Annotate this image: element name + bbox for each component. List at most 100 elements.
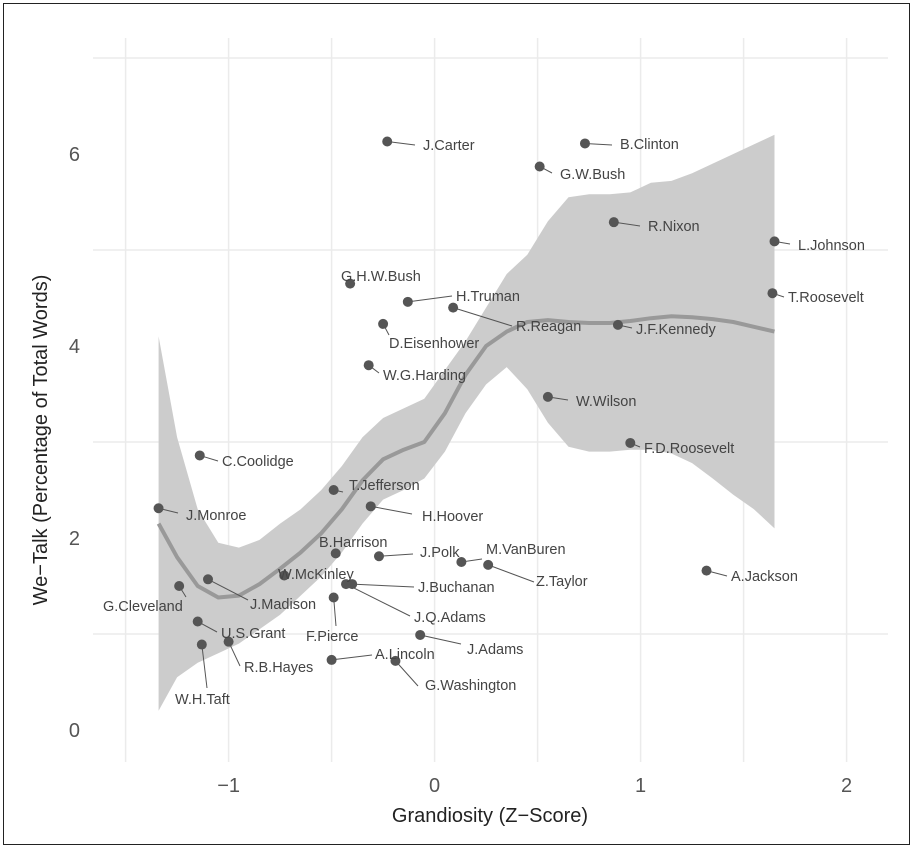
- point-a-lincoln: [326, 654, 337, 665]
- point-j-adams: [415, 629, 426, 640]
- data-points: [153, 136, 780, 666]
- y-tick-label: 0: [69, 720, 80, 742]
- point-r-nixon: [608, 217, 619, 228]
- label-c-coolidge: C.Coolidge: [222, 454, 294, 470]
- label-a-jackson: A.Jackson: [731, 569, 798, 585]
- label-g-h-w-bush: G.H.W.Bush: [341, 269, 421, 285]
- smooth-curve: [156, 314, 775, 600]
- point-j-monroe: [153, 503, 164, 514]
- leader-g-washington: [395, 660, 419, 687]
- point-h-hoover: [365, 501, 376, 512]
- label-z-taylor: Z.Taylor: [536, 574, 588, 590]
- label-u-s-grant: U.S.Grant: [221, 626, 285, 642]
- point-t-jefferson: [328, 485, 339, 495]
- point-h-truman: [402, 296, 413, 307]
- x-tick-label: 2: [841, 775, 852, 797]
- point-t-roosevelt: [767, 288, 778, 299]
- label-a-lincoln: A.Lincoln: [375, 647, 435, 663]
- y-tick-label: 2: [69, 528, 80, 550]
- point-g-h-w-bush: [345, 278, 356, 289]
- point-b-clinton: [579, 138, 590, 149]
- label-g-washington: G.Washington: [425, 678, 516, 694]
- point-w-g-harding: [363, 360, 374, 371]
- leader-h-hoover: [370, 505, 413, 515]
- point-j-f-kennedy: [612, 319, 623, 330]
- leader-w-h-taft: [201, 644, 208, 689]
- leader-r-reagan: [452, 307, 513, 327]
- point-labels: J.Carter B.Clinton G.W.Bush R.Nixon L.Johnso…: [103, 137, 865, 708]
- label-leaders: [158, 141, 791, 689]
- x-tick-label: −1: [217, 775, 240, 797]
- label-j-polk: J.Polk: [420, 545, 460, 561]
- label-r-reagan: R.Reagan: [516, 319, 581, 335]
- label-l-johnson: L.Johnson: [798, 238, 865, 254]
- label-j-carter: J.Carter: [423, 138, 475, 154]
- point-g-w-bush: [534, 161, 545, 172]
- leader-h-truman: [407, 295, 453, 303]
- label-j-f-kennedy: J.F.Kennedy: [636, 322, 717, 338]
- confidence-band: [158, 134, 775, 711]
- point-w-mckinley: [279, 570, 290, 581]
- axis-ticks: −1 0 1 2 0 2 4 6: [69, 144, 852, 797]
- label-j-q-adams: J.Q.Adams: [414, 610, 486, 626]
- label-g-cleveland: G.Cleveland: [103, 599, 183, 615]
- label-w-wilson: W.Wilson: [576, 394, 636, 410]
- label-d-eisenhower: D.Eisenhower: [389, 336, 479, 352]
- leader-j-madison: [207, 578, 249, 601]
- point-m-vanburen: [456, 557, 467, 567]
- leader-j-buchanan: [352, 583, 415, 588]
- label-f-pierce: F.Pierce: [306, 629, 358, 645]
- point-r-b-hayes: [223, 636, 234, 647]
- point-f-pierce: [328, 592, 339, 603]
- label-w-h-taft: W.H.Taft: [175, 692, 230, 708]
- label-t-jefferson: T.Jefferson: [349, 478, 420, 494]
- label-j-adams: J.Adams: [467, 642, 523, 658]
- label-j-buchanan: J.Buchanan: [418, 580, 495, 596]
- label-r-b-hayes: R.B.Hayes: [244, 660, 313, 676]
- point-f-d-roosevelt: [625, 437, 636, 448]
- point-d-eisenhower: [378, 318, 389, 329]
- label-f-d-roosevelt: F.D.Roosevelt: [644, 441, 734, 457]
- label-w-mckinley: W.McKinley: [278, 567, 354, 583]
- y-tick-label: 4: [69, 336, 80, 358]
- label-m-vanburen: M.VanBuren: [486, 542, 566, 558]
- point-c-coolidge: [194, 450, 205, 461]
- point-j-carter: [382, 136, 393, 147]
- point-j-madison: [203, 574, 213, 585]
- y-tick-label: 6: [69, 144, 80, 166]
- leader-j-q-adams: [345, 583, 411, 617]
- label-r-nixon: R.Nixon: [648, 219, 700, 235]
- y-axis-title: We−Talk (Percentage of Total Words): [30, 275, 52, 606]
- loess-line: [156, 314, 775, 600]
- label-w-g-harding: W.G.Harding: [383, 368, 466, 384]
- point-z-taylor: [483, 559, 494, 570]
- point-u-s-grant: [192, 616, 203, 627]
- leader-j-polk: [378, 553, 414, 557]
- label-j-madison: J.Madison: [250, 597, 316, 613]
- leader-z-taylor: [487, 564, 535, 583]
- label-b-clinton: B.Clinton: [620, 137, 679, 153]
- x-tick-label: 1: [635, 775, 646, 797]
- point-l-johnson: [769, 236, 780, 247]
- point-j-polk: [373, 551, 384, 562]
- label-h-hoover: H.Hoover: [422, 509, 483, 525]
- point-a-jackson: [701, 565, 712, 576]
- point-g-cleveland: [174, 581, 185, 591]
- point-r-reagan: [448, 302, 459, 313]
- leader-j-adams: [420, 634, 462, 645]
- x-axis-title: Grandiosity (Z−Score): [392, 805, 588, 827]
- label-b-harrison: B.Harrison: [319, 535, 388, 551]
- label-g-w-bush: G.W.Bush: [560, 167, 625, 183]
- label-t-roosevelt: T.Roosevelt: [788, 290, 864, 306]
- point-w-wilson: [542, 391, 553, 402]
- point-g-washington: [390, 655, 401, 666]
- label-j-monroe: J.Monroe: [186, 508, 246, 524]
- point-b-harrison: [330, 548, 341, 559]
- leader-a-lincoln: [331, 654, 373, 661]
- point-w-h-taft: [196, 639, 207, 650]
- confidence-band-area: [158, 134, 775, 711]
- x-tick-label: 0: [429, 775, 440, 797]
- point-j-q-adams: [341, 579, 352, 590]
- label-h-truman: H.Truman: [456, 289, 520, 305]
